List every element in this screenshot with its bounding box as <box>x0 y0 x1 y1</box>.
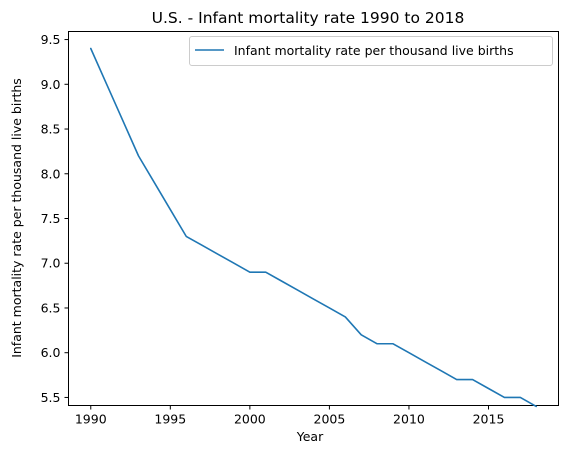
x-tick-label: 1995 <box>154 412 186 427</box>
y-tick-label: 7.0 <box>41 256 61 271</box>
x-axis-label: Year <box>296 429 324 444</box>
x-axis: 1990 1995 2000 2005 2010 2015 <box>75 405 505 427</box>
y-tick-label: 6.0 <box>41 345 61 360</box>
y-axis: 5.5 6.0 6.5 7.0 7.5 8.0 8.5 9.0 9.5 <box>41 32 69 405</box>
y-tick-label: 8.0 <box>41 166 61 181</box>
y-axis-label: Infant mortality rate per thousand live … <box>9 78 24 358</box>
y-tick-label: 5.5 <box>41 390 61 405</box>
y-tick-label: 6.5 <box>41 300 61 315</box>
chart-title: U.S. - Infant mortality rate 1990 to 201… <box>152 9 465 27</box>
y-tick-label: 7.5 <box>41 211 61 226</box>
legend: Infant mortality rate per thousand live … <box>189 36 553 66</box>
y-tick-label: 9.5 <box>41 32 61 47</box>
y-tick-label: 9.0 <box>41 77 61 92</box>
x-tick-label: 2000 <box>234 412 266 427</box>
plot-area: 1990 1995 2000 2005 2010 2015 5.5 6.0 6.5 7.0 7.5… <box>41 31 559 427</box>
series-line <box>89 47 538 408</box>
legend-box <box>189 36 553 66</box>
x-tick-label: 2005 <box>314 412 346 427</box>
x-tick-label: 2015 <box>473 412 505 427</box>
plot-frame <box>68 31 559 406</box>
x-tick-label: 1990 <box>75 412 107 427</box>
y-tick-label: 8.5 <box>41 122 61 137</box>
legend-label: Infant mortality rate per thousand live … <box>234 43 514 58</box>
series-layer <box>89 47 538 408</box>
x-tick-label: 2010 <box>393 412 425 427</box>
